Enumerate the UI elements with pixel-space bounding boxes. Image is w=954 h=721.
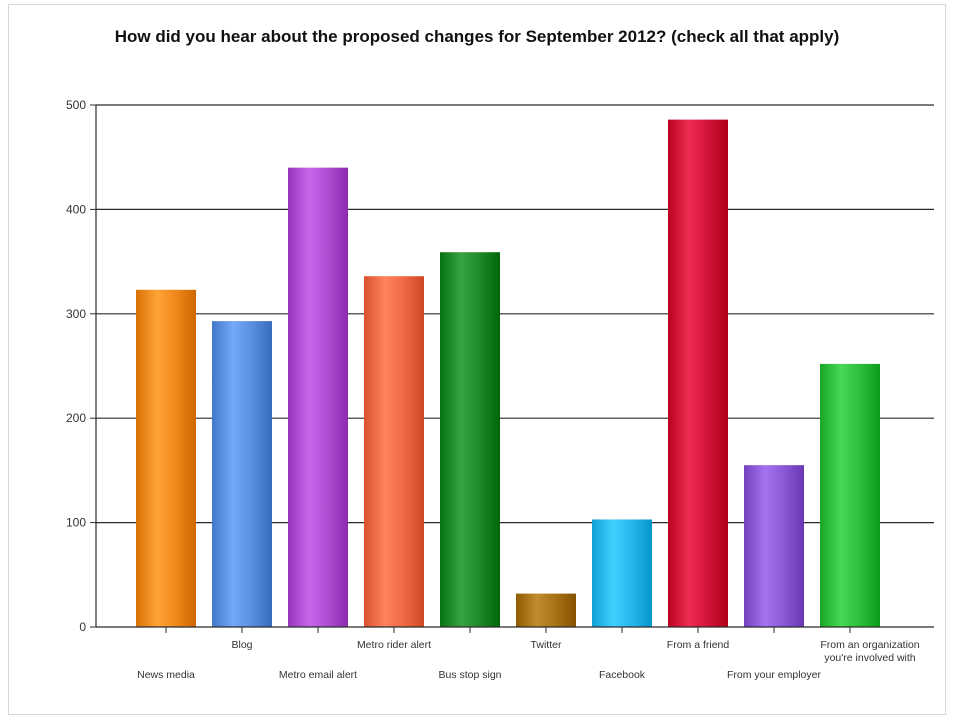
x-category-label: Metro email alert bbox=[279, 669, 357, 681]
x-category-label: Facebook bbox=[599, 669, 646, 681]
bar-blog bbox=[212, 321, 272, 627]
bar-bus-stop-sign bbox=[440, 252, 500, 628]
bar-news-media bbox=[136, 289, 196, 627]
y-tick-label: 500 bbox=[66, 98, 86, 112]
x-category-label: From a friend bbox=[667, 639, 730, 651]
y-tick-label: 0 bbox=[79, 620, 86, 634]
y-tick-label: 400 bbox=[66, 202, 86, 216]
x-category-label: Twitter bbox=[531, 639, 562, 651]
bar-from-your-employer bbox=[744, 465, 804, 627]
bar-facebook bbox=[592, 519, 652, 627]
bar-metro-email-alert bbox=[288, 167, 348, 627]
bar-twitter bbox=[516, 593, 576, 627]
bar-from-an-organization-you-re-involved-with bbox=[820, 363, 880, 627]
bar-from-a-friend bbox=[668, 119, 728, 627]
bar-metro-rider-alert bbox=[364, 276, 424, 627]
x-category-label: From an organization you're involved with bbox=[820, 639, 919, 664]
labels: 0 100 200 300 400 500 News media Blog Metro emai… bbox=[66, 98, 920, 681]
bars bbox=[136, 119, 880, 628]
x-category-label: Bus stop sign bbox=[438, 669, 501, 681]
x-category-label: Metro rider alert bbox=[357, 639, 431, 651]
y-tick-label: 300 bbox=[66, 307, 86, 321]
x-category-label: From your employer bbox=[727, 669, 821, 681]
x-category-label: Blog bbox=[231, 639, 252, 651]
axes bbox=[90, 104, 934, 633]
chart-title: How did you hear about the proposed chan… bbox=[114, 27, 840, 46]
y-tick-label: 100 bbox=[66, 516, 86, 530]
x-category-label: News media bbox=[137, 669, 195, 681]
y-tick-label: 200 bbox=[66, 411, 86, 425]
